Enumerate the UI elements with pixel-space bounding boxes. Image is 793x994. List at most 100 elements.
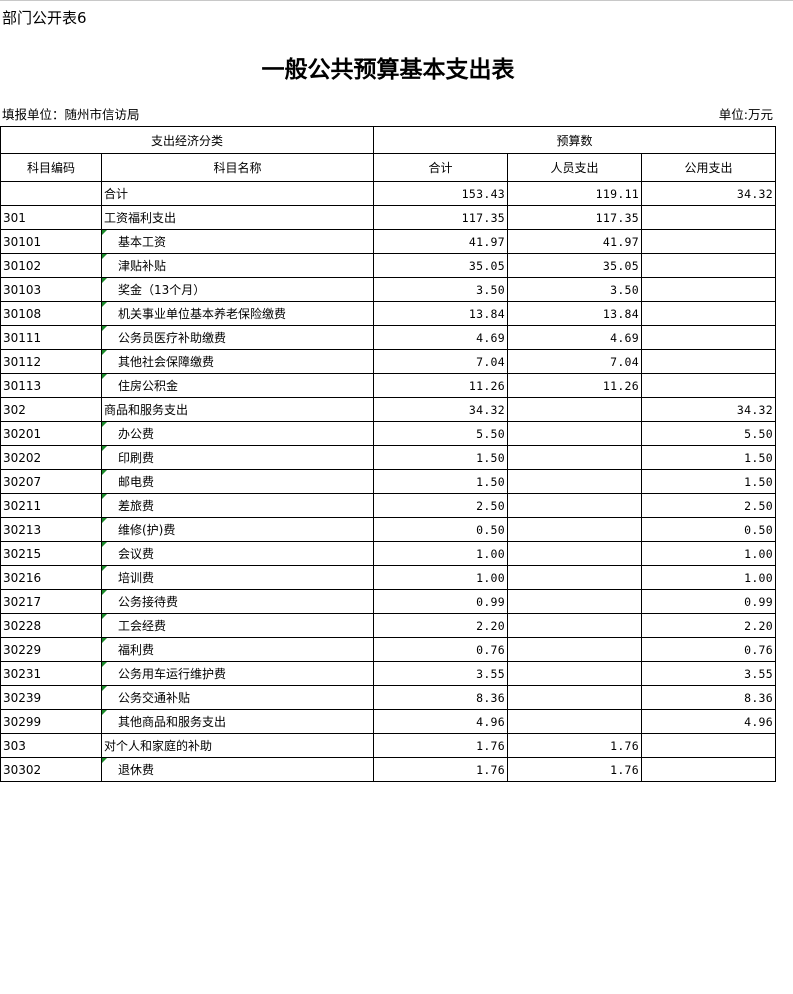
cell-total-text: 13.84 — [468, 306, 506, 321]
cell-code-text: 30201 — [3, 426, 42, 441]
cell-total: 34.32 — [373, 397, 509, 422]
table-row: 303 对个人和家庭的补助 1.76 1.76 — [0, 733, 777, 758]
table-row: 30299 其他商品和服务支出 4.96 4.96 — [0, 709, 777, 734]
cell-public-text: 2.50 — [744, 498, 774, 513]
cell-public: 1.50 — [641, 445, 777, 470]
cell-name-text: 工会经费 — [118, 619, 167, 633]
table-row: 30202 印刷费 1.50 1.50 — [0, 445, 777, 470]
table-row: 30108 机关事业单位基本养老保险缴费 13.84 13.84 — [0, 301, 777, 326]
cell-personnel: 11.26 — [507, 373, 643, 398]
cell-public-text: 1.50 — [744, 450, 774, 465]
table-row: 30207 邮电费 1.50 1.50 — [0, 469, 777, 494]
cell-public-text: 0.50 — [744, 522, 774, 537]
cell-total: 1.76 — [373, 733, 509, 758]
cell-total-text: 7.04 — [476, 354, 506, 369]
cell-personnel — [507, 613, 643, 638]
table-row: 30217 公务接待费 0.99 0.99 — [0, 589, 777, 614]
cell-personnel — [507, 589, 643, 614]
cell-name-text: 培训费 — [118, 571, 155, 585]
cell-personnel: 1.76 — [507, 733, 643, 758]
cell-total-text: 1.76 — [476, 738, 506, 753]
cell-total-text: 8.36 — [476, 690, 506, 705]
cell-comment-marker-icon — [102, 350, 107, 355]
cell-name: 办公费 — [100, 421, 375, 446]
cell-total-text: 2.20 — [476, 618, 506, 633]
cell-personnel: 3.50 — [507, 277, 643, 302]
cell-personnel — [507, 445, 643, 470]
cell-personnel — [507, 685, 643, 710]
cell-personnel — [507, 709, 643, 734]
cell-total-text: 153.43 — [461, 186, 506, 201]
cell-total: 11.26 — [373, 373, 509, 398]
cell-code-text: 30101 — [3, 234, 42, 249]
cell-public-text: 4.96 — [744, 714, 774, 729]
cell-name-text: 对个人和家庭的补助 — [104, 739, 213, 753]
cell-code — [0, 181, 102, 206]
cell-code-text: 30103 — [3, 282, 42, 297]
cell-comment-marker-icon — [102, 638, 107, 643]
cell-personnel: 13.84 — [507, 301, 643, 326]
cell-personnel-text: 13.84 — [602, 306, 640, 321]
cell-personnel — [507, 541, 643, 566]
cell-code: 30216 — [0, 565, 102, 590]
cell-total: 7.04 — [373, 349, 509, 374]
cell-name: 差旅费 — [100, 493, 375, 518]
cell-personnel — [507, 637, 643, 662]
cell-total: 3.55 — [373, 661, 509, 686]
cell-public-text: 1.00 — [744, 546, 774, 561]
cell-total-text: 11.26 — [468, 378, 506, 393]
table-row: 301 工资福利支出 117.35 117.35 — [0, 205, 777, 230]
cell-code: 30299 — [0, 709, 102, 734]
table-row: 30103 奖金（13个月） 3.50 3.50 — [0, 277, 777, 302]
cell-comment-marker-icon — [102, 494, 107, 499]
cell-public: 0.50 — [641, 517, 777, 542]
cell-total-text: 0.76 — [476, 642, 506, 657]
cell-total-text: 35.05 — [468, 258, 506, 273]
header-personnel: 人员支出 — [507, 153, 643, 182]
cell-total: 1.00 — [373, 541, 509, 566]
cell-name: 津贴补贴 — [100, 253, 375, 278]
cell-public: 2.50 — [641, 493, 777, 518]
cell-name-text: 公务用车运行维护费 — [118, 667, 227, 681]
cell-personnel: 41.97 — [507, 229, 643, 254]
cell-total: 35.05 — [373, 253, 509, 278]
cell-personnel-text: 119.11 — [595, 186, 640, 201]
cell-personnel — [507, 565, 643, 590]
cell-code: 30229 — [0, 637, 102, 662]
header-name: 科目名称 — [100, 153, 375, 182]
cell-public — [641, 277, 777, 302]
cell-total: 0.50 — [373, 517, 509, 542]
cell-name-text: 福利费 — [118, 643, 155, 657]
cell-comment-marker-icon — [102, 278, 107, 283]
cell-personnel — [507, 493, 643, 518]
cell-code-text: 302 — [3, 402, 26, 417]
cell-public-text: 0.99 — [744, 594, 774, 609]
cell-public-text: 3.55 — [744, 666, 774, 681]
budget-table: 支出经济分类 预算数 科目编码 科目名称 合计 人员支出 公用支出 合计 153.… — [0, 126, 777, 782]
cell-name: 其他商品和服务支出 — [100, 709, 375, 734]
cell-public — [641, 253, 777, 278]
cell-public: 5.50 — [641, 421, 777, 446]
cell-code-text: 303 — [3, 738, 26, 753]
cell-personnel: 7.04 — [507, 349, 643, 374]
header-row-group: 支出经济分类 预算数 — [0, 126, 777, 154]
cell-comment-marker-icon — [102, 230, 107, 235]
cell-name-text: 公务员医疗补助缴费 — [118, 331, 227, 345]
table-row: 30231 公务用车运行维护费 3.55 3.55 — [0, 661, 777, 686]
cell-public: 4.96 — [641, 709, 777, 734]
cell-code-text: 30228 — [3, 618, 42, 633]
cell-name-text: 奖金（13个月） — [118, 283, 206, 297]
cell-comment-marker-icon — [102, 446, 107, 451]
table-row: 30215 会议费 1.00 1.00 — [0, 541, 777, 566]
table-row: 30239 公务交通补贴 8.36 8.36 — [0, 685, 777, 710]
cell-name-text: 基本工资 — [118, 235, 167, 249]
cell-total-text: 34.32 — [468, 402, 506, 417]
cell-personnel-text: 1.76 — [610, 738, 640, 753]
cell-name-text: 公务交通补贴 — [118, 691, 191, 705]
cell-name-text: 津贴补贴 — [118, 259, 167, 273]
cell-code: 30102 — [0, 253, 102, 278]
cell-name: 基本工资 — [100, 229, 375, 254]
header-row: 科目编码 科目名称 合计 人员支出 公用支出 — [0, 153, 777, 182]
cell-total: 3.50 — [373, 277, 509, 302]
cell-name: 对个人和家庭的补助 — [100, 733, 375, 758]
